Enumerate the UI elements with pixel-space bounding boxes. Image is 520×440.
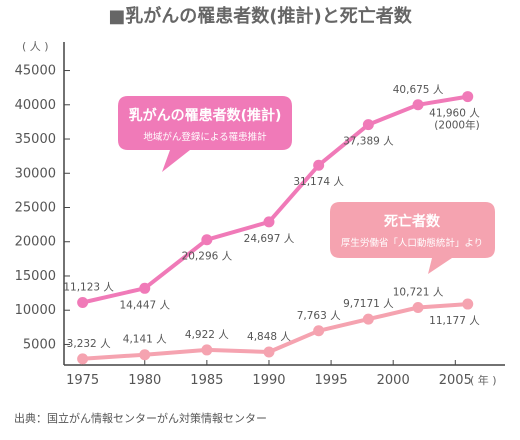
data-point bbox=[77, 297, 89, 309]
callout-incidence-note: 地域がん登録による罹患推計 bbox=[143, 131, 267, 143]
data-label: 20,296 人 bbox=[182, 251, 233, 263]
callout-deaths-note: 厚生労働省「人口動態統計」より bbox=[341, 237, 483, 249]
y-tick-label: 45000 bbox=[15, 64, 56, 79]
y-tick-label: 15000 bbox=[15, 269, 56, 284]
series-layer bbox=[77, 91, 474, 365]
y-tick-label: 35000 bbox=[15, 132, 56, 147]
data-point bbox=[313, 325, 325, 337]
data-point bbox=[412, 99, 424, 111]
axes bbox=[63, 42, 505, 366]
data-point bbox=[462, 298, 474, 310]
data-label: 4,848 人 bbox=[247, 331, 291, 343]
source-note: 出典：国立がん情報センターがん対策情報センター bbox=[14, 411, 267, 425]
data-label: 7,763 人 bbox=[297, 310, 341, 322]
callout-deaths-title: 死亡者数 bbox=[383, 213, 441, 230]
callout-incidence-title: 乳がんの罹患者数(推計) bbox=[129, 107, 282, 124]
y-tick-label: 20000 bbox=[15, 235, 56, 250]
data-point bbox=[201, 344, 213, 356]
data-label: 10,721 人 bbox=[393, 286, 444, 298]
x-tick-label: 1985 bbox=[190, 373, 223, 388]
y-tick-label: 30000 bbox=[15, 166, 56, 181]
y-tick-label: 40000 bbox=[15, 98, 56, 113]
x-tick-label: 1975 bbox=[66, 373, 99, 388]
data-point bbox=[263, 346, 275, 358]
x-tick-label: 1995 bbox=[315, 373, 348, 388]
y-tick-label: 10000 bbox=[15, 303, 56, 318]
data-point bbox=[139, 282, 151, 294]
data-label: 11,123 人 bbox=[63, 282, 114, 294]
data-label: 9,7171 人 bbox=[343, 298, 394, 310]
callout-incidence: 乳がんの罹患者数(推計) 地域がん登録による罹患推計 bbox=[118, 96, 292, 172]
series-line-0 bbox=[82, 94, 469, 305]
data-point bbox=[412, 301, 424, 313]
data-point bbox=[201, 234, 213, 246]
y-tick-label: 5000 bbox=[23, 337, 56, 352]
data-label: 11,177 人 bbox=[429, 315, 480, 327]
data-label: (2000年) bbox=[434, 119, 479, 132]
data-label: 37,389 人 bbox=[343, 136, 394, 148]
y-tick-label: 25000 bbox=[15, 201, 56, 216]
data-point bbox=[313, 159, 325, 171]
data-point bbox=[362, 313, 374, 325]
data-point bbox=[139, 349, 151, 361]
x-ticks: 1975 1980 1985 1990 1995 2000 2005 bbox=[66, 360, 472, 388]
data-label: 14,447 人 bbox=[119, 299, 170, 311]
y-axis-unit: ( 人 ) bbox=[22, 40, 49, 53]
x-axis-unit: ( 年 ) bbox=[470, 373, 497, 387]
x-tick-label: 1980 bbox=[128, 373, 161, 388]
data-label: 4,922 人 bbox=[185, 329, 229, 341]
x-tick-label: 1990 bbox=[252, 373, 285, 388]
data-point bbox=[263, 216, 275, 228]
x-tick-label: 2000 bbox=[377, 373, 410, 388]
data-label: 31,174 人 bbox=[293, 176, 344, 188]
data-point bbox=[362, 119, 374, 131]
data-label: 24,697 人 bbox=[244, 233, 295, 245]
callout-deaths: 死亡者数 厚生労働省「人口動態統計」より bbox=[330, 202, 495, 274]
data-label: 4,141 人 bbox=[123, 334, 167, 346]
chart-title: ■乳がんの罹患者数(推計)と死亡者数 bbox=[108, 5, 412, 27]
data-point bbox=[77, 353, 89, 365]
data-label: 3,232 人 bbox=[67, 338, 111, 350]
data-labels: 11,123 人 14,447 人 20,296 人 24,697 人 31,174 人… bbox=[63, 84, 480, 350]
data-point bbox=[462, 91, 474, 103]
series-line-1 bbox=[82, 302, 468, 361]
y-ticks: 5000 10000 15000 20000 25000 30000 35000 40000 4… bbox=[15, 64, 70, 352]
data-label: 41,960 人 bbox=[429, 108, 480, 120]
x-tick-label: 2005 bbox=[439, 373, 472, 388]
data-label: 40,675 人 bbox=[393, 84, 444, 96]
